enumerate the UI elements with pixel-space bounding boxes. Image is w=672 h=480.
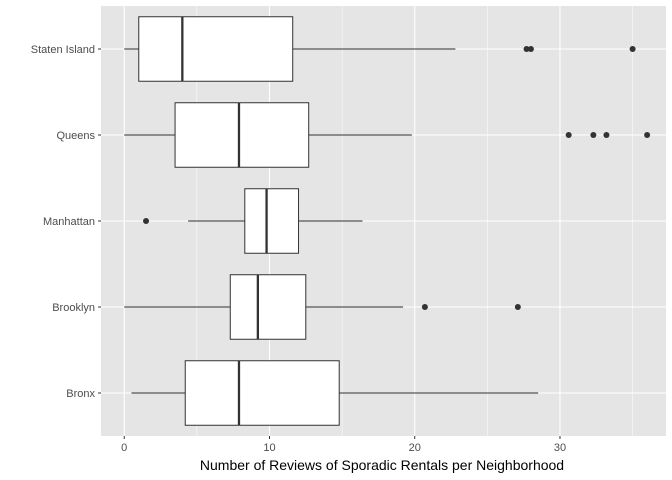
x-tick-label: 30	[554, 442, 566, 454]
outlier-point	[515, 304, 521, 310]
outlier-point	[644, 132, 650, 138]
outlier-point	[603, 132, 609, 138]
box-iqr	[139, 17, 293, 82]
y-tick-label: Manhattan	[43, 216, 95, 228]
x-axis-title: Number of Reviews of Sporadic Rentals pe…	[200, 457, 564, 473]
x-tick-label: 0	[121, 442, 127, 454]
box-iqr	[185, 361, 339, 426]
outlier-point	[528, 46, 534, 52]
outlier-point	[590, 132, 596, 138]
x-tick-label: 10	[263, 442, 275, 454]
y-tick-label: Bronx	[66, 388, 95, 400]
box-iqr	[230, 275, 306, 340]
y-tick-label: Queens	[56, 130, 95, 142]
y-tick-label: Brooklyn	[52, 302, 95, 314]
y-tick-label: Staten Island	[31, 44, 95, 56]
outlier-point	[630, 46, 636, 52]
box-iqr	[245, 189, 299, 254]
outlier-point	[143, 218, 149, 224]
outlier-point	[422, 304, 428, 310]
x-tick-label: 20	[409, 442, 421, 454]
outlier-point	[566, 132, 572, 138]
box-iqr	[175, 103, 309, 168]
